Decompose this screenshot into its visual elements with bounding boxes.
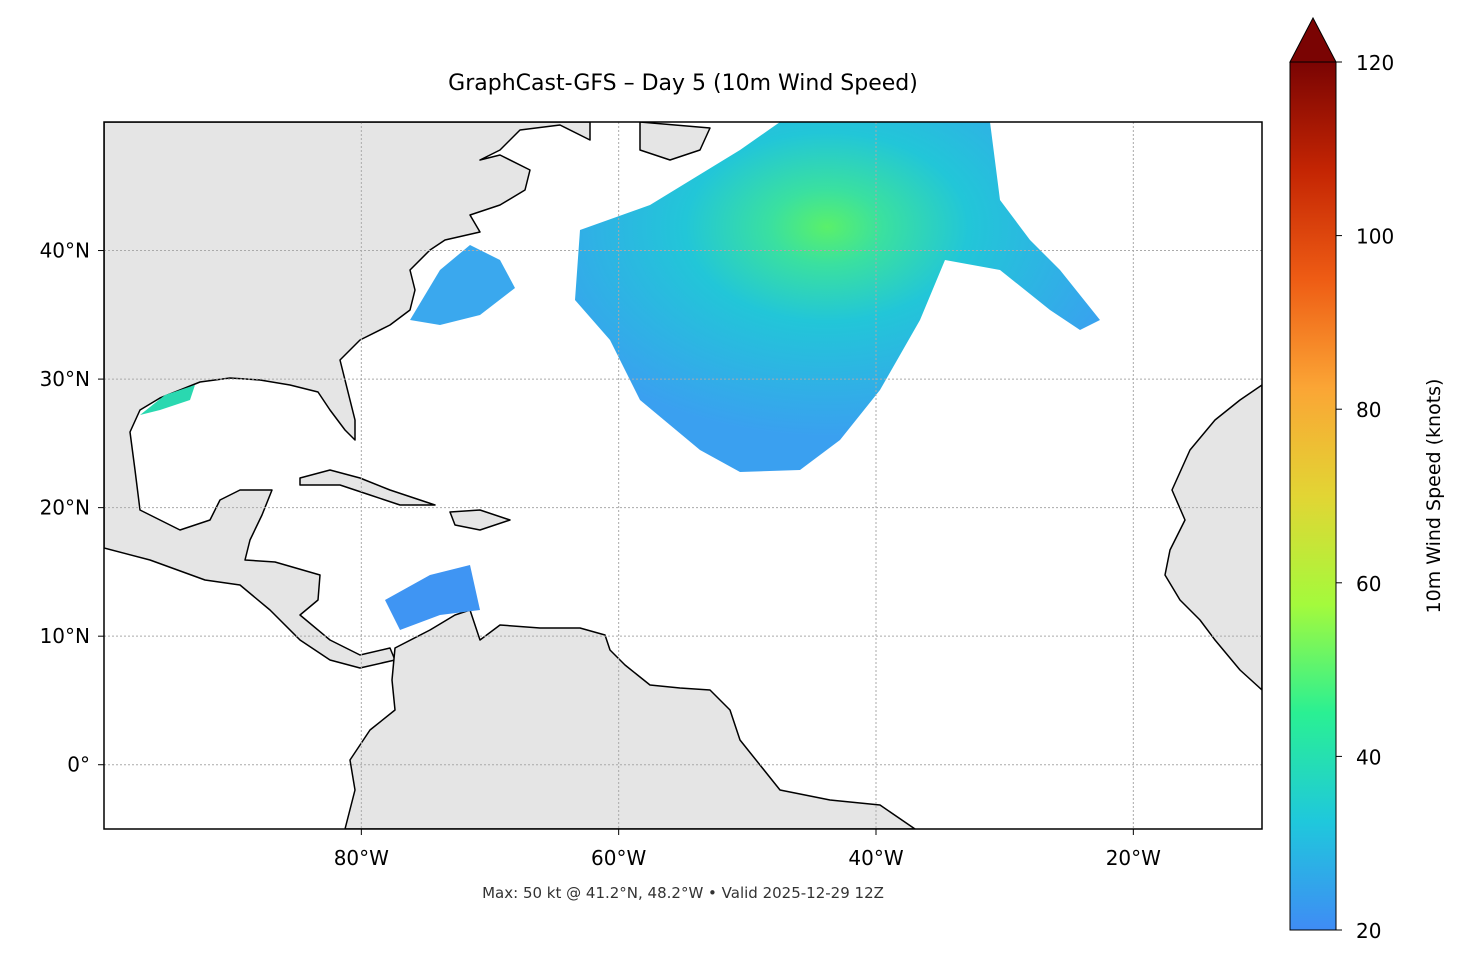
plot-frame <box>103 121 1263 830</box>
colorbar-extend <box>1289 16 1337 63</box>
y-tick-label: 20°N <box>40 496 90 520</box>
y-tick-label: 30°N <box>40 367 90 391</box>
colorbar-tick-label: 20 <box>1356 919 1381 943</box>
colorbar <box>1289 61 1337 931</box>
x-tick-label: 20°W <box>1106 846 1161 870</box>
map-layer <box>104 122 1262 829</box>
x-tick-label: 60°W <box>591 846 646 870</box>
grid <box>104 122 1262 829</box>
y-tick-label: 0° <box>67 753 90 777</box>
south-america <box>344 609 916 829</box>
africa <box>1164 384 1262 691</box>
annotation: Max: 50 kt @ 41.2°N, 48.2°W • Valid 2025… <box>482 884 884 902</box>
colorbar-tick-label: 40 <box>1356 745 1381 769</box>
wind-field <box>575 122 1100 472</box>
colorbar-tick-label: 100 <box>1356 225 1394 249</box>
hispaniola <box>449 509 511 531</box>
wind-field <box>385 565 480 630</box>
colorbar-tick-label: 60 <box>1356 572 1381 596</box>
wind-field <box>410 245 515 325</box>
colorbar-label: 10m Wind Speed (knots) <box>1423 379 1445 614</box>
y-tick-label: 10°N <box>40 624 90 648</box>
colorbar-tick-label: 120 <box>1356 51 1394 75</box>
x-tick-label: 80°W <box>334 846 389 870</box>
colorbar-tick-label: 80 <box>1356 398 1381 422</box>
chart-title: GraphCast-GFS – Day 5 (10m Wind Speed) <box>448 71 918 96</box>
x-tick-label: 40°W <box>848 846 903 870</box>
y-tick-label: 40°N <box>40 239 90 263</box>
newfoundland <box>639 122 711 161</box>
wind-field <box>140 385 195 415</box>
cuba <box>299 469 436 506</box>
